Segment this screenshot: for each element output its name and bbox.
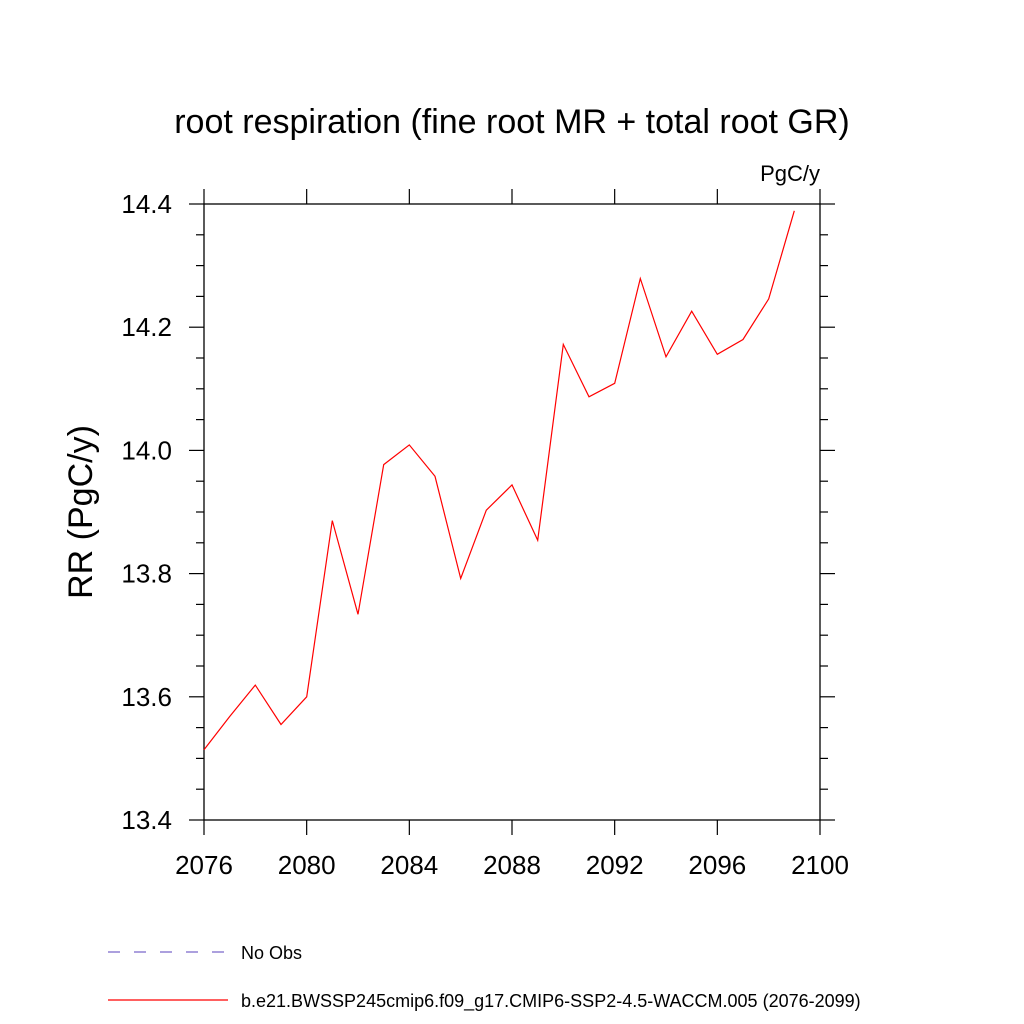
x-axis: 2076 2080 2084 2088 2092 2096 2100 [175,189,849,880]
series-layer [203,210,795,751]
y-axis: 13.4 13.6 13.8 14.0 14.2 14.4 [121,189,835,835]
x-tick-label: 2076 [175,850,233,880]
chart-title: root respiration (fine root MR + total r… [174,103,850,141]
y-tick-label: 13.6 [121,682,172,712]
y-tick-label: 13.8 [121,559,172,589]
x-tick-label: 2080 [278,850,336,880]
y-tick-label: 14.0 [121,435,172,465]
y-tick-label: 14.2 [121,312,172,342]
y-axis-label: RR (PgC/y) [62,425,100,599]
x-tick-label: 2092 [586,850,644,880]
y-tick-label: 13.4 [121,805,172,835]
x-tick-label: 2084 [380,850,438,880]
y-tick-label: 14.4 [121,189,172,219]
units-label: PgC/y [760,161,820,186]
legend-label: b.e21.BWSSP245cmip6.f09_g17.CMIP6-SSP2-4… [241,991,861,1012]
x-tick-label: 2100 [791,850,849,880]
x-tick-label: 2096 [688,850,746,880]
legend: No Obs b.e21.BWSSP245cmip6.f09_g17.CMIP6-… [108,943,861,1012]
plot-frame [203,203,821,821]
x-tick-label: 2088 [483,850,541,880]
series-line [203,210,795,751]
legend-label: No Obs [241,943,302,963]
